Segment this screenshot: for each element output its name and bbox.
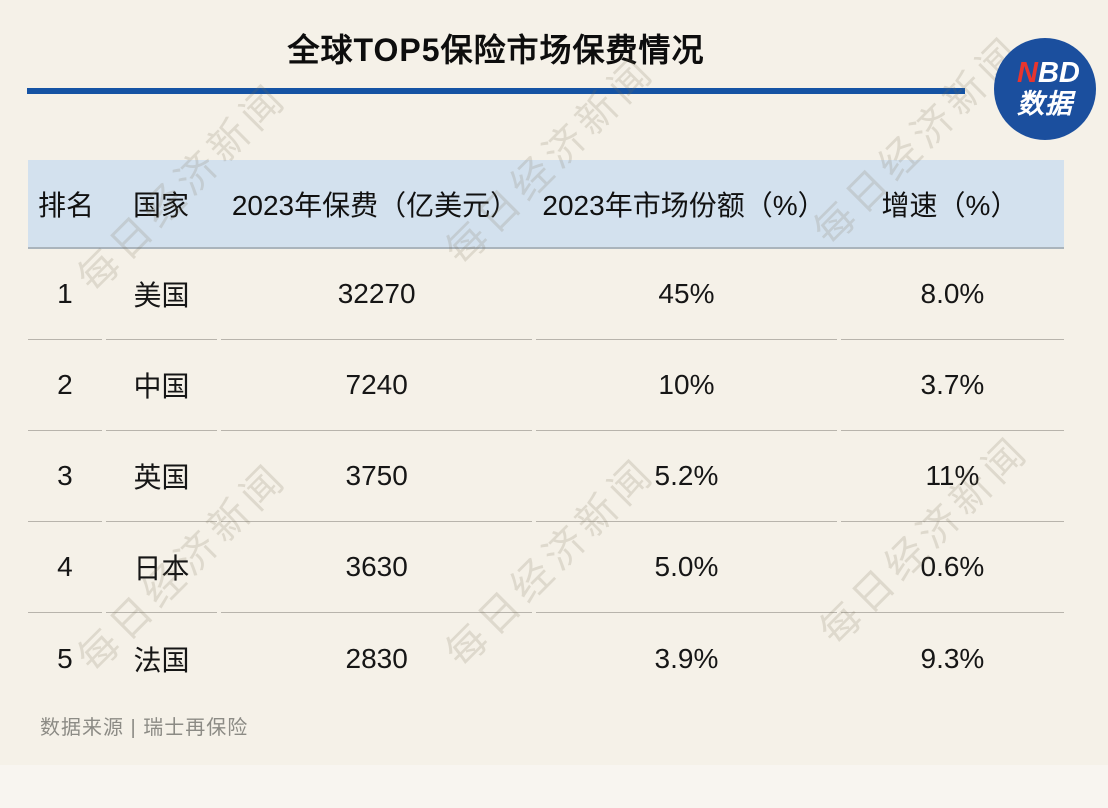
cell-rank: 4 — [28, 522, 102, 613]
cell-share: 5.2% — [536, 431, 837, 522]
logo-data-text: 数据 — [1017, 88, 1073, 119]
cell-growth: 9.3% — [920, 642, 985, 674]
cell-rank: 1 — [28, 249, 102, 340]
cell-share: 45% — [536, 249, 837, 340]
cell-premium: 7240 — [221, 340, 533, 431]
col-header-share: 2023年市场份额（%） — [542, 189, 826, 221]
bottom-strip — [0, 765, 1108, 808]
cell-growth: 3.7% — [840, 340, 1064, 431]
insurance-table: 排名 国家 2023年保费（亿美元） 2023年市场份额（%） 增速（%） 1 … — [28, 160, 1064, 704]
table-row: 3 英国 3750 5.2% 11% — [28, 431, 1064, 522]
logo-nbd-text: NBD — [1017, 58, 1096, 88]
cell-rank: 2 — [28, 340, 102, 431]
title-block: 全球TOP5保险市场保费情况 — [27, 32, 965, 69]
cell-rank: 5 — [57, 642, 73, 674]
cell-premium: 3750 — [221, 431, 533, 522]
page-title: 全球TOP5保险市场保费情况 — [287, 32, 705, 68]
logo-letter-n: N — [1017, 57, 1038, 90]
cell-country: 英国 — [105, 431, 218, 522]
cell-country: 中国 — [105, 340, 218, 431]
cell-growth: 0.6% — [840, 522, 1064, 613]
cell-country: 日本 — [105, 522, 218, 613]
cell-premium: 32270 — [221, 249, 533, 340]
logo-letters-bd: BD — [1037, 57, 1080, 90]
cell-share: 3.9% — [654, 642, 719, 674]
cell-country: 美国 — [105, 249, 218, 340]
col-header-growth: 增速（%） — [881, 189, 1019, 221]
table-header-row: 排名 国家 2023年保费（亿美元） 2023年市场份额（%） 增速（%） — [28, 160, 1064, 249]
table-row: 5 法国 2830 3.9% 9.3% — [28, 613, 1064, 704]
table-row: 1 美国 32270 45% 8.0% — [28, 249, 1064, 340]
cell-growth: 11% — [840, 431, 1064, 522]
cell-country: 法国 — [133, 644, 190, 676]
col-header-country: 国家 — [132, 189, 189, 221]
nbd-logo-icon: NBD 数据 — [994, 38, 1096, 140]
cell-rank: 3 — [28, 431, 102, 522]
table-row: 4 日本 3630 5.0% 0.6% — [28, 522, 1064, 613]
cell-premium: 2830 — [345, 642, 408, 674]
title-underline — [27, 88, 965, 94]
col-header-rank: 排名 — [37, 189, 94, 221]
cell-premium: 3630 — [221, 522, 533, 613]
cell-growth: 8.0% — [840, 249, 1064, 340]
col-header-premium: 2023年保费（亿美元） — [231, 189, 519, 221]
cell-share: 10% — [536, 340, 837, 431]
table-row: 2 中国 7240 10% 3.7% — [28, 340, 1064, 431]
cell-share: 5.0% — [536, 522, 837, 613]
data-source-label: 数据来源 | 瑞士再保险 — [40, 717, 249, 739]
